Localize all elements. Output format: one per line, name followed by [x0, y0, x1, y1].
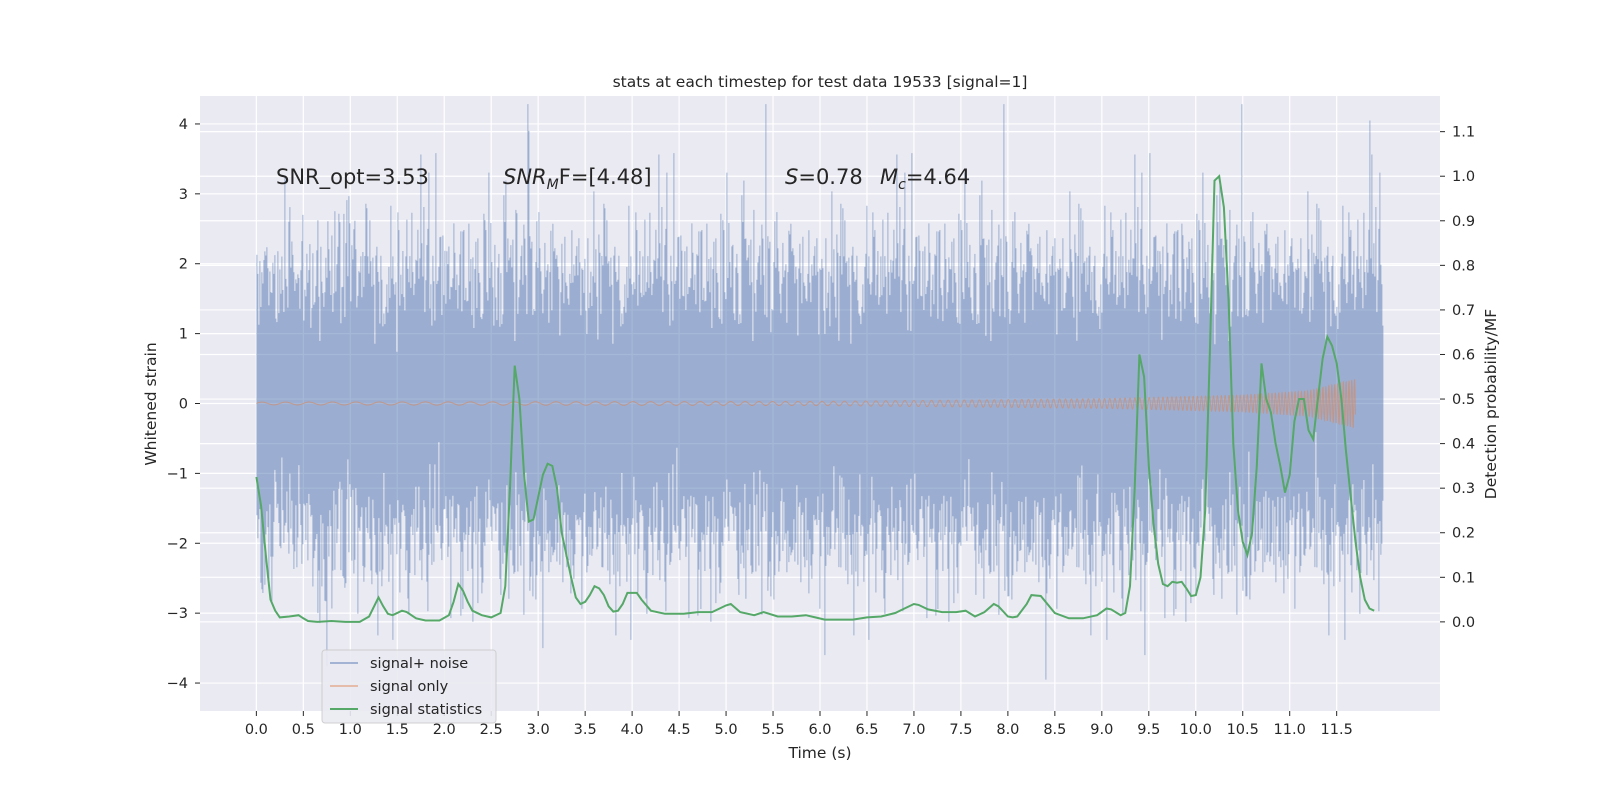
x-tick-label: 1.0 [339, 722, 362, 738]
annotation-s: S=0.78 [785, 165, 863, 189]
x-tick-label: 2.5 [480, 722, 503, 738]
annotation-mc: Mc=4.64 [880, 165, 970, 193]
x-tick-label: 6.5 [855, 722, 878, 738]
y-tick-label-right: 0.8 [1452, 258, 1475, 274]
y-tick-label-right: 0.2 [1452, 526, 1475, 542]
series-signal-only [256, 379, 1356, 429]
y-tick-label-right: 1.1 [1452, 125, 1475, 141]
x-tick-label: 10.0 [1180, 722, 1212, 738]
x-tick-label: 8.5 [1043, 722, 1066, 738]
annotation-snr-mf-base: SNR [503, 165, 547, 189]
x-tick-label: 0.0 [245, 722, 268, 738]
annotation-mc-sub: c [898, 177, 906, 193]
legend-box [321, 649, 497, 724]
x-tick-label: 0.5 [292, 722, 315, 738]
y-tick-label-right: 0.3 [1452, 481, 1475, 497]
annotation-s-rest: =0.78 [798, 165, 862, 189]
y-tick-label-right: 0.9 [1452, 214, 1475, 230]
y-tick-label-left: 1 [179, 327, 188, 343]
y-tick-label-right: 0.0 [1452, 615, 1475, 631]
x-tick-label: 5.0 [715, 722, 738, 738]
x-tick-label: 4.0 [621, 722, 644, 738]
annotation-snr-mf-rest: F=[4.48] [559, 165, 652, 189]
annotation-s-base: S [785, 165, 798, 189]
x-tick-label: 5.5 [761, 722, 784, 738]
x-tick-label: 8.0 [996, 722, 1019, 738]
y-tick-label-right: 0.6 [1452, 347, 1475, 363]
y-tick-label-left: −2 [167, 536, 188, 552]
y-tick-label-left: −3 [167, 606, 188, 622]
y-tick-label-left: −1 [167, 466, 188, 482]
y-tick-label-right: 1.0 [1452, 169, 1475, 185]
legend: signal+ noise signal only signal statist… [321, 649, 497, 724]
x-axis: 0.0 0.5 1.0 1.5 2.0 2.5 3.0 3.5 4.0 4.5 5.0 5.5 6.0 6… [245, 711, 1353, 738]
annotation-snr-mf: SNRMF=[4.48] [503, 165, 652, 193]
annotation-mc-rest: =4.64 [906, 165, 970, 189]
x-tick-label: 2.0 [433, 722, 456, 738]
y-axis-label-left: Whitened strain [142, 342, 160, 465]
y-tick-label-right: 0.4 [1452, 437, 1475, 453]
series-signal-statistics [255, 174, 1375, 623]
annotation-snr-opt: SNR_opt=3.53 [276, 165, 429, 190]
y-tick-label-right: 0.5 [1452, 392, 1475, 408]
x-tick-label: 11.0 [1274, 722, 1306, 738]
annotation-mc-base: M [880, 165, 898, 189]
y-axis-right: 1.1 1.0 0.9 0.8 0.7 0.6 0.5 0.4 0.3 0.2 0.1 0.0 [1440, 125, 1475, 631]
x-tick-label: 9.5 [1137, 722, 1160, 738]
y-tick-label-right: 0.7 [1452, 303, 1475, 319]
x-tick-label: 3.5 [574, 722, 597, 738]
x-tick-label: 9.0 [1090, 722, 1113, 738]
x-tick-label: 11.5 [1321, 722, 1353, 738]
chart-title: stats at each timestep for test data 195… [613, 73, 1028, 91]
y-tick-label-left: 0 [179, 397, 188, 413]
x-axis-label: Time (s) [787, 744, 851, 762]
legend-label-signal-only: signal only [370, 679, 449, 695]
x-tick-label: 3.0 [527, 722, 550, 738]
x-tick-label: 7.0 [902, 722, 925, 738]
y-axis-label-right: Detection probability/MF [1482, 309, 1500, 500]
y-tick-label-left: 4 [179, 117, 188, 133]
y-tick-label-left: −4 [167, 676, 188, 692]
y-axis-left: 4 3 2 1 0 −1 −2 −3 −4 [167, 117, 200, 692]
legend-label-signal-statistics: signal statistics [370, 702, 482, 718]
y-tick-label-left: 2 [179, 257, 188, 273]
x-tick-label: 4.5 [668, 722, 691, 738]
legend-label-signal-plus-noise: signal+ noise [370, 656, 468, 672]
annotation-snr-mf-sub: M [547, 177, 559, 193]
x-tick-label: 1.5 [386, 722, 409, 738]
y-tick-label-right: 0.1 [1452, 570, 1475, 586]
x-tick-label: 10.5 [1227, 722, 1259, 738]
x-tick-label: 6.0 [808, 722, 831, 738]
x-tick-label: 7.5 [949, 722, 972, 738]
y-tick-label-left: 3 [179, 187, 188, 203]
